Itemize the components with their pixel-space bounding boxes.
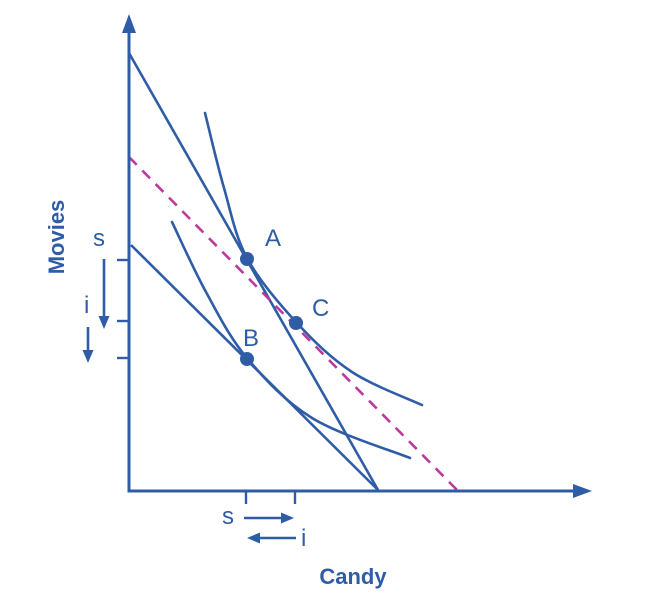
point-a-label: A (265, 225, 282, 252)
substitution-arrow-y-head (98, 316, 110, 329)
point-b-label: B (243, 325, 260, 352)
substitution-arrow-x-head (281, 512, 294, 524)
original-budget-line (127, 52, 380, 491)
income-effect-label-y: i (84, 292, 90, 319)
income-arrow-y-head (82, 350, 94, 363)
y-axis-label: Movies (44, 199, 69, 275)
point-B (240, 352, 254, 366)
income-effect-label-x: i (301, 525, 307, 552)
indifference-curve-2 (170, 220, 412, 460)
x-axis-arrowhead (573, 484, 592, 498)
substitution-effect-label-x: s (222, 503, 234, 530)
y-axis-arrowhead (122, 14, 136, 33)
x-axis-label: Candy (319, 564, 387, 589)
point-C (289, 316, 303, 330)
new-budget-line (130, 244, 379, 491)
point-c-label: C (312, 295, 330, 322)
income-arrow-x-head (247, 532, 260, 544)
point-A (240, 252, 254, 266)
indifference-curve-1 (203, 111, 424, 407)
substitution-effect-label-y: s (93, 225, 105, 252)
